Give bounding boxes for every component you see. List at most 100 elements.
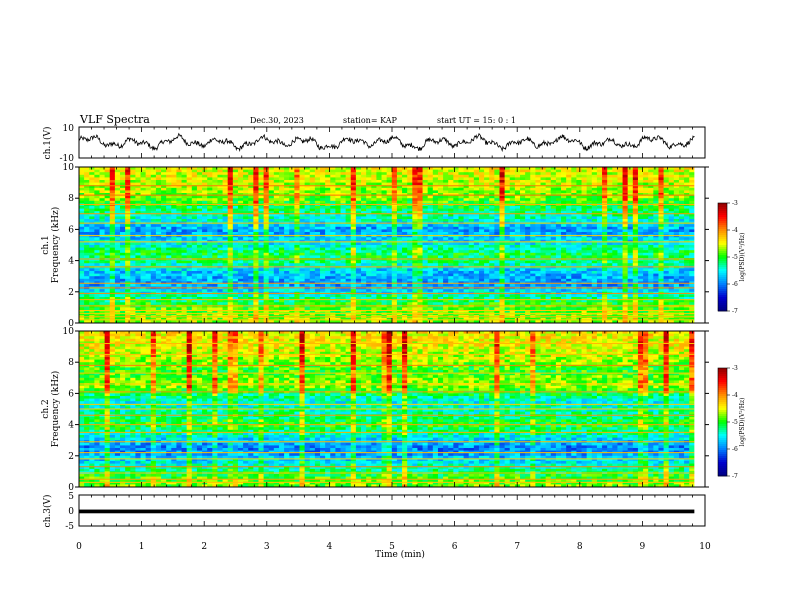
- spectrogram-cell: [176, 200, 182, 204]
- spectrogram-cell: [422, 247, 429, 251]
- spectrogram-cell: [217, 297, 223, 300]
- spectrogram-cell: [284, 216, 290, 220]
- spectrogram-cell: [130, 226, 136, 230]
- spectrogram-cell: [427, 232, 434, 235]
- spectrogram-cell: [222, 278, 229, 282]
- spectrogram-cell: [99, 276, 106, 280]
- spectrogram-cell: [294, 255, 300, 259]
- spectrogram-cell: [237, 182, 244, 186]
- spectrogram-cell: [243, 276, 249, 280]
- spectrogram-cell: [376, 302, 382, 306]
- spectrogram-cell: [227, 187, 234, 191]
- spectrogram-cell: [176, 245, 182, 248]
- spectrogram-cell: [448, 237, 454, 241]
- spectrogram-cell: [494, 208, 500, 212]
- spectrogram-cell: [304, 177, 311, 181]
- spectrogram-cell: [294, 174, 300, 178]
- spectrogram-cell: [412, 229, 418, 233]
- spectrogram-cell: [320, 226, 326, 230]
- spectrogram-cell: [191, 167, 198, 170]
- spectrogram-cell: [89, 216, 95, 220]
- spectrogram-cell: [104, 310, 111, 313]
- spectrogram-cell: [376, 200, 382, 204]
- spectrogram-cell: [330, 190, 336, 194]
- spectrogram-cell: [227, 185, 234, 189]
- spectrogram-cell: [109, 177, 116, 181]
- spectrogram-cell: [263, 206, 270, 209]
- spectrogram-cell: [478, 297, 485, 300]
- spectrogram-cell: [371, 302, 377, 306]
- spectrogram-cell: [437, 224, 444, 228]
- spectrogram-cell: [109, 284, 116, 287]
- spectrogram-cell: [391, 182, 398, 186]
- spectrogram-cell: [155, 216, 162, 220]
- spectrogram-cell: [176, 239, 182, 243]
- spectrogram-cell: [330, 263, 336, 267]
- spectrogram-cell: [386, 177, 393, 181]
- spectrogram-cell: [402, 263, 408, 267]
- spectrogram-cell: [120, 193, 126, 196]
- spectrogram-cell: [473, 268, 480, 272]
- spectrogram-cell: [402, 255, 408, 259]
- spectrogram-cell: [432, 302, 439, 306]
- spectrogram-cell: [402, 252, 408, 256]
- spectrogram-cell: [412, 310, 418, 313]
- spectrogram-cell: [437, 216, 444, 220]
- spectrogram-cell: [243, 229, 249, 233]
- spectrogram-cell: [125, 297, 131, 300]
- spectrogram-cell: [299, 169, 306, 173]
- spectrogram-cell: [345, 198, 352, 202]
- spectrogram-cell: [181, 216, 188, 220]
- spectrogram-cell: [125, 187, 131, 191]
- spectrogram-cell: [232, 216, 239, 220]
- spectrogram-cell: [468, 250, 475, 254]
- spectrogram-cell: [232, 167, 239, 170]
- spectrogram-cell: [191, 206, 198, 209]
- spectrogram-cell: [207, 167, 213, 170]
- spectrogram-cell: [232, 289, 239, 293]
- spectrogram-cell: [396, 226, 403, 230]
- spectrogram-cell: [237, 297, 244, 300]
- spectrogram-cell: [309, 284, 316, 287]
- spectrogram-cell: [361, 273, 367, 277]
- spectrogram-cell: [299, 185, 306, 189]
- spectrogram-cell: [258, 245, 265, 248]
- spectrogram-cell: [232, 273, 239, 277]
- spectrogram-cell: [202, 242, 208, 246]
- spectrogram-cell: [391, 172, 398, 176]
- spectrogram-cell: [207, 310, 213, 313]
- spectrogram-cell: [150, 250, 157, 254]
- spectrogram-cell: [468, 219, 475, 222]
- spectrogram-cell: [494, 232, 500, 235]
- spectrogram-cell: [407, 307, 413, 311]
- spectrogram-cell: [478, 302, 485, 306]
- spectrogram-cell: [489, 198, 495, 202]
- spectrogram-cell: [278, 255, 285, 259]
- spectrogram-cell: [145, 289, 152, 293]
- spectrogram-cell: [145, 245, 152, 248]
- spectrogram-cell: [314, 252, 321, 256]
- spectrogram-cell: [350, 198, 357, 202]
- spectrogram-cell: [402, 317, 408, 321]
- spectrogram-cell: [314, 219, 321, 222]
- spectrogram-cell: [468, 247, 475, 251]
- spectrogram-cell: [217, 271, 223, 274]
- spectrogram-cell: [125, 320, 131, 324]
- spectrogram-cell: [371, 268, 377, 272]
- spectrogram-cell: [99, 200, 106, 204]
- spectrogram-cell: [489, 195, 495, 199]
- spectrogram-cell: [443, 247, 449, 251]
- spectrogram-cell: [386, 208, 393, 212]
- spectrogram-cell: [222, 252, 229, 256]
- spectrogram-cell: [166, 174, 172, 178]
- spectrogram-cell: [361, 208, 367, 212]
- spectrogram-cell: [478, 219, 485, 222]
- spectrogram-cell: [453, 177, 459, 181]
- spectrogram-cell: [289, 273, 295, 277]
- spectrogram-cell: [258, 213, 265, 217]
- spectrogram-cell: [125, 211, 131, 215]
- spectrogram-cell: [166, 263, 172, 267]
- spectrogram-cell: [437, 195, 444, 199]
- spectrogram-cell: [150, 237, 157, 241]
- spectrogram-cell: [253, 310, 259, 313]
